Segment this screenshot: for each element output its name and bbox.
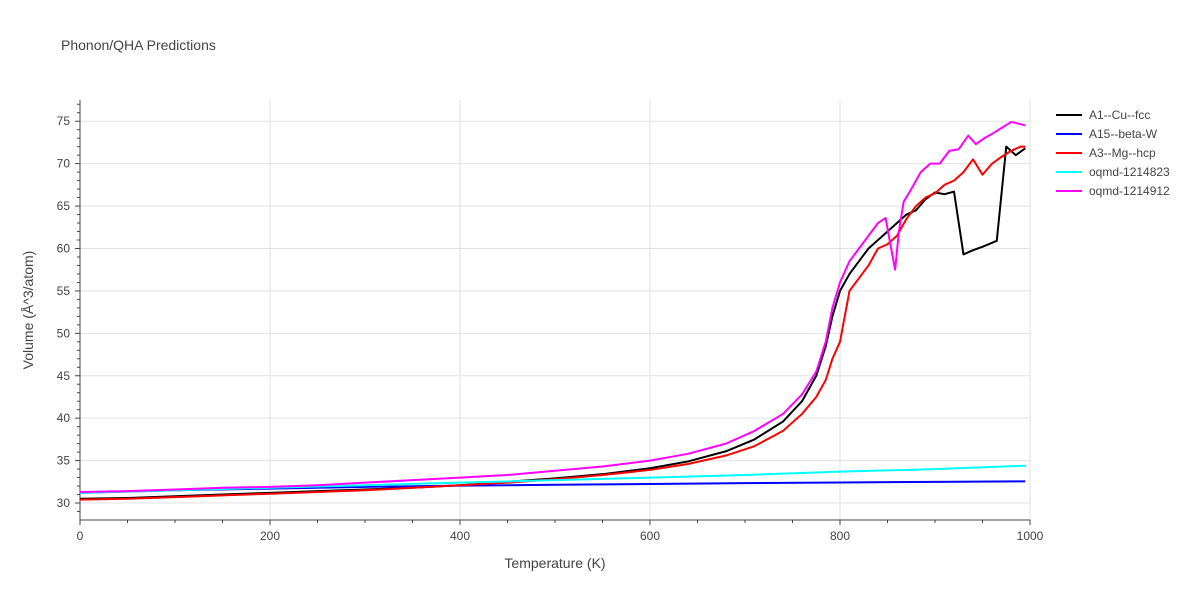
series-line-0 (79, 145, 1026, 500)
legend-label-0: A1--Cu--fcc (1089, 108, 1150, 122)
x-tick-label: 600 (640, 529, 660, 543)
x-axis-label: Temperature (K) (504, 555, 605, 571)
y-tick-label: 35 (57, 454, 71, 468)
y-tick-label: 45 (57, 369, 71, 383)
grid-layer (80, 100, 1031, 520)
series-layer (79, 121, 1026, 501)
y-tick-label: 60 (57, 241, 71, 255)
y-tick-label: 55 (57, 284, 71, 298)
series-line-4 (79, 121, 1026, 493)
y-tick-label: 30 (57, 496, 71, 510)
y-tick-label: 75 (57, 114, 71, 128)
x-tick-label: 1000 (1017, 529, 1044, 543)
axes-layer (79, 100, 1030, 521)
series-line-2 (79, 145, 1026, 501)
x-tick-label: 200 (260, 529, 280, 543)
x-tick-label: 800 (830, 529, 850, 543)
legend-label-4: oqmd-1214912 (1089, 184, 1170, 198)
y-tick-label: 65 (57, 199, 71, 213)
legend-label-2: A3--Mg--hcp (1089, 146, 1156, 160)
legend: A1--Cu--fcc A15--beta-W A3--Mg--hcp oqmd-12… (1056, 108, 1170, 198)
x-tick-label: 400 (450, 529, 470, 543)
y-tick-label: 40 (57, 411, 71, 425)
tick-layer: 0 200 400 600 800 1000 30 35 40 45 50 55 60 65 70 75 (57, 103, 1044, 543)
y-tick-label: 70 (57, 157, 71, 171)
y-axis-label: Volume (Å^3/atom) (20, 251, 36, 370)
legend-label-1: A15--beta-W (1089, 127, 1158, 141)
legend-label-3: oqmd-1214823 (1089, 165, 1170, 179)
series-line-3 (79, 464, 1026, 494)
x-tick-label: 0 (77, 529, 84, 543)
y-tick-label: 50 (57, 326, 71, 340)
chart-title: Phonon/QHA Predictions (61, 37, 216, 53)
